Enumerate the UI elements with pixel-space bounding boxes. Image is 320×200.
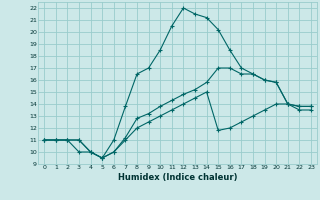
X-axis label: Humidex (Indice chaleur): Humidex (Indice chaleur) [118, 173, 237, 182]
